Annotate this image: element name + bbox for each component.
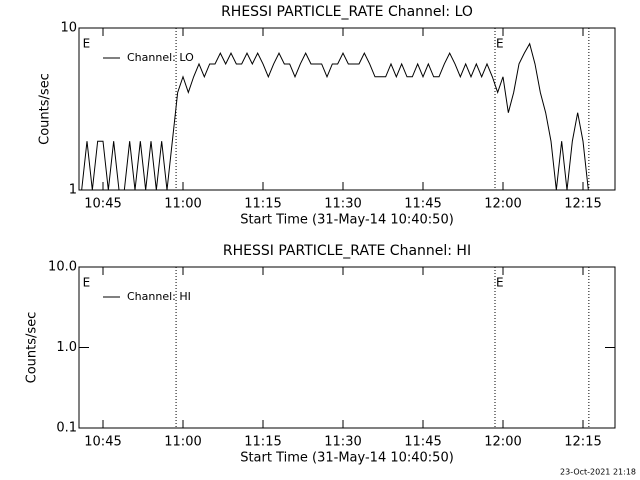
y-axis-label: Counts/sec [38, 73, 53, 145]
y-tick-label: 10 [60, 21, 77, 36]
y-axis-label: Counts/sec [25, 312, 40, 384]
x-tick-label: 11:00 [164, 197, 201, 212]
x-tick-label: 10:45 [84, 435, 121, 450]
event-marker: E [496, 276, 504, 290]
x-tick-label: 11:30 [324, 435, 361, 450]
x-tick-label: 12:15 [564, 197, 601, 212]
x-axis-label: Start Time (31-May-14 10:40:50) [240, 451, 454, 466]
legend-label: Channel: HI [127, 290, 191, 303]
data-line [81, 42, 589, 191]
y-tick-label: 0.1 [56, 421, 77, 436]
chart-title: RHESSI PARTICLE_RATE Channel: HI [223, 243, 471, 259]
x-tick-label: 11:15 [244, 197, 281, 212]
legend-label: Channel: LO [127, 51, 194, 64]
x-tick-label: 11:45 [404, 435, 441, 450]
chart-title: RHESSI PARTICLE_RATE Channel: LO [221, 4, 473, 20]
x-tick-label: 12:00 [484, 435, 521, 450]
x-tick-label: 12:15 [564, 435, 601, 450]
event-marker: E [83, 276, 91, 290]
x-tick-label: 11:15 [244, 435, 281, 450]
plot-frame [78, 27, 616, 191]
y-tick-label: 1.0 [56, 340, 77, 355]
y-tick-label: 1 [69, 183, 77, 198]
x-axis-label: Start Time (31-May-14 10:40:50) [240, 213, 454, 228]
footer: 23-Oct-2021 21:18 [560, 468, 636, 477]
y-tick-label: 10.0 [48, 260, 77, 275]
event-marker: E [83, 37, 91, 51]
event-marker: E [496, 37, 504, 51]
x-tick-label: 11:00 [164, 435, 201, 450]
x-tick-label: 10:45 [84, 197, 121, 212]
x-tick-label: 12:00 [484, 197, 521, 212]
x-tick-label: 11:45 [404, 197, 441, 212]
x-tick-label: 11:30 [324, 197, 361, 212]
